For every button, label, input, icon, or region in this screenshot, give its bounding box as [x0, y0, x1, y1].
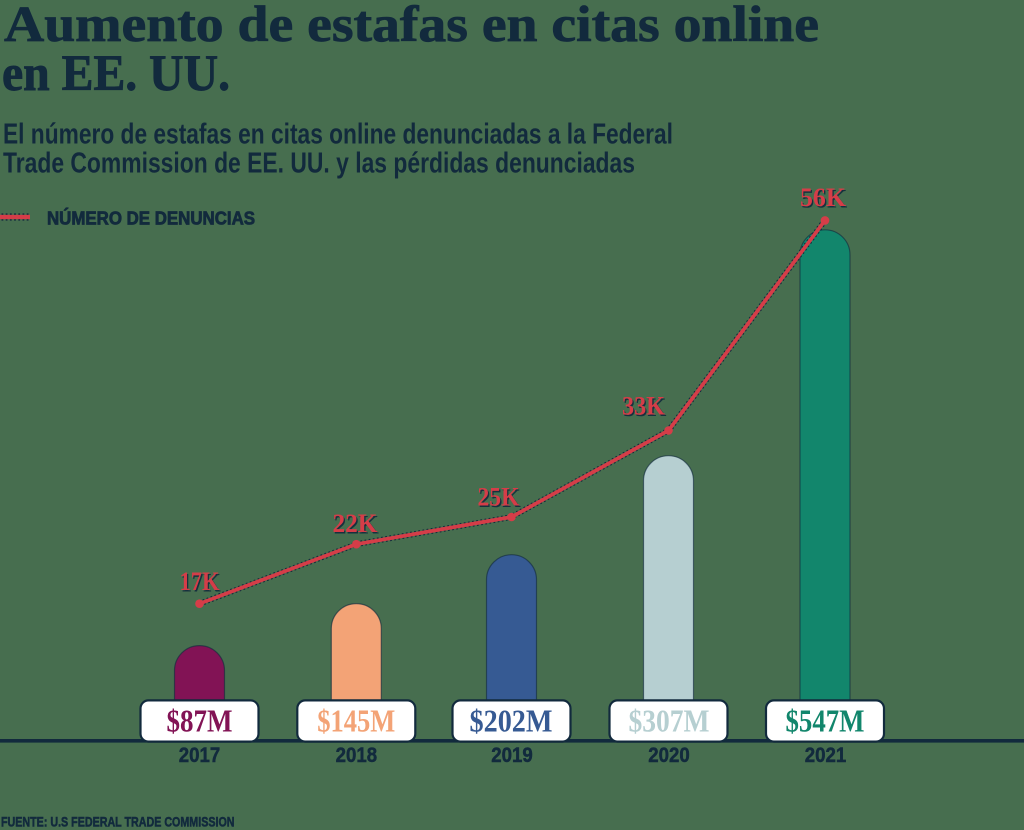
- svg-text:56K: 56K: [800, 183, 847, 212]
- svg-text:17K: 17K: [180, 567, 221, 596]
- svg-text:Aumento de estafas en citas on: Aumento de estafas en citas online: [4, 0, 819, 53]
- svg-text:56K: 56K: [801, 184, 848, 213]
- svg-text:Trade Commission de EE. UU. y: Trade Commission de EE. UU. y las pérdid…: [3, 148, 635, 180]
- svg-text:25K: 25K: [479, 484, 522, 513]
- svg-text:2019: 2019: [491, 743, 533, 767]
- svg-text:33K: 33K: [623, 393, 667, 422]
- svg-text:$87M: $87M: [167, 702, 233, 738]
- svg-text:$307M: $307M: [629, 702, 710, 738]
- svg-text:NÚMERO DE DENUNCIAS: NÚMERO DE DENUNCIAS: [47, 208, 255, 229]
- svg-text:17K: 17K: [181, 568, 222, 597]
- svg-text:El número de estafas en citas: El número de estafas en citas online den…: [3, 119, 673, 151]
- svg-text:2018: 2018: [336, 743, 378, 767]
- svg-text:2020: 2020: [648, 743, 690, 767]
- svg-text:22K: 22K: [334, 510, 380, 539]
- svg-text:$202M: $202M: [470, 702, 553, 738]
- svg-text:2017: 2017: [179, 743, 221, 767]
- svg-text:en EE. UU.: en EE. UU.: [2, 46, 230, 102]
- svg-text:25K: 25K: [478, 483, 521, 512]
- svg-text:22K: 22K: [333, 509, 379, 538]
- svg-text:2021: 2021: [805, 743, 847, 767]
- svg-text:33K: 33K: [622, 392, 666, 421]
- svg-text:$145M: $145M: [317, 702, 395, 738]
- svg-text:FUENTE: U.S FEDERAL TRADE COMM: FUENTE: U.S FEDERAL TRADE COMMISSION: [1, 814, 235, 829]
- svg-text:$547M: $547M: [786, 702, 865, 738]
